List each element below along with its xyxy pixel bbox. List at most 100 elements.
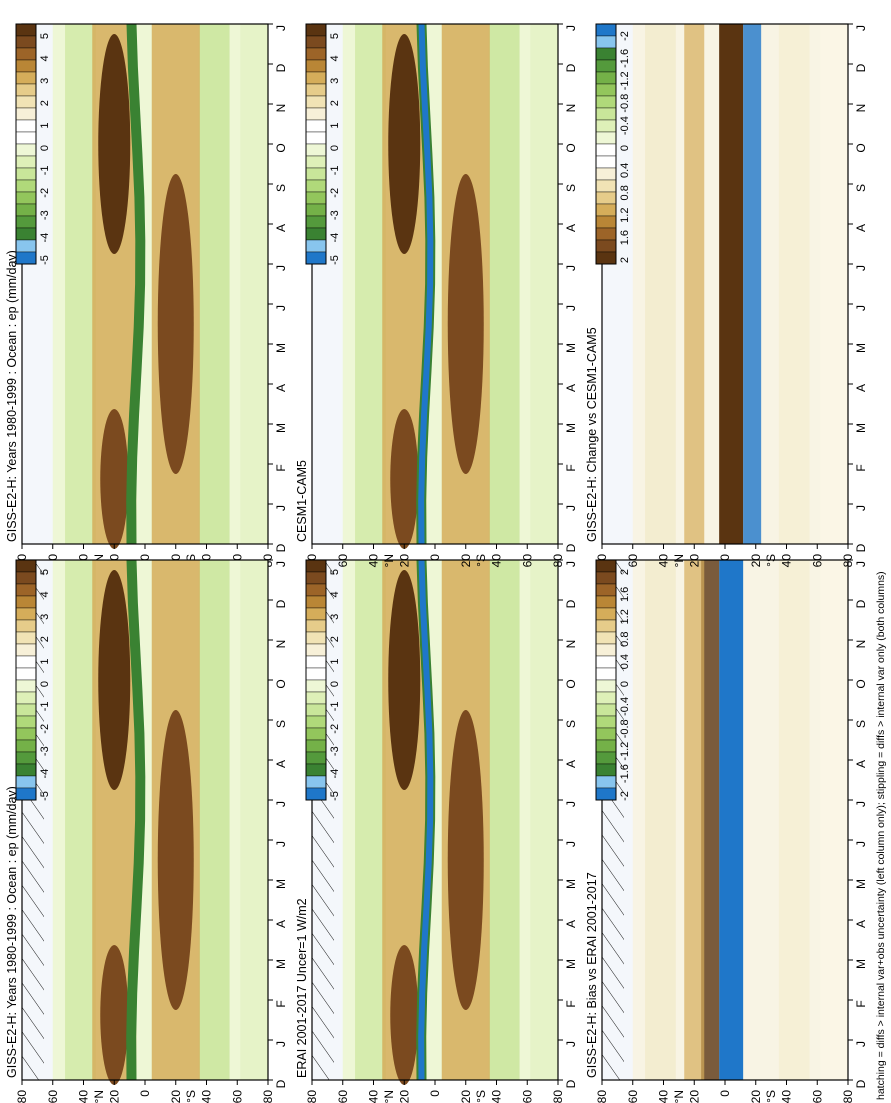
month-label: J (854, 1041, 868, 1047)
midlat-band-north (355, 560, 386, 1080)
colorbar-label: -3 (329, 746, 341, 756)
midlat-band-north (645, 560, 676, 1080)
colorbar-swatch (305, 703, 327, 717)
colorbar-label: 5 (329, 569, 341, 575)
colorbar-swatch (15, 631, 37, 645)
month-label: J (854, 561, 868, 567)
colorbar-swatch (595, 583, 617, 597)
colorbar-label: 4 (329, 591, 341, 597)
colorbar-swatch (595, 191, 617, 205)
midlat-band-south (488, 560, 520, 1080)
month-label: O (854, 143, 868, 152)
lat-label: 40 (367, 1090, 381, 1103)
colorbar-swatch (305, 631, 327, 645)
colorbar-swatch (595, 763, 617, 777)
colorbar-swatch (305, 95, 327, 109)
colorbar-label: -0.8 (619, 719, 631, 738)
month-label: S (564, 184, 578, 192)
colorbar-swatch (15, 583, 37, 597)
colorbar-label: 5 (39, 33, 51, 39)
colorbar-label: 4 (329, 55, 341, 61)
month-label: D (564, 63, 578, 72)
panel-6: DJFMAMJJASONDJ80604020020406080°N°SGISS-… (585, 23, 868, 568)
colorbar-frame (305, 23, 327, 265)
panel-title: ERAI 2001-2017 Uncer=1 W/m2 (295, 898, 309, 1078)
polar-band-south (820, 560, 848, 1080)
month-label: A (274, 384, 288, 392)
month-label: J (564, 841, 578, 847)
month-label: J (854, 265, 868, 271)
colorbar-label: 2 (619, 569, 631, 575)
colorbar-label: 5 (39, 569, 51, 575)
polar-band-south (240, 24, 268, 544)
colorbar-swatch (305, 71, 327, 85)
colorbar-swatch (595, 227, 617, 241)
month-label: A (564, 760, 578, 768)
colorbar-swatch (595, 559, 617, 573)
colorbar-swatch (595, 59, 617, 73)
colorbar-swatch (15, 667, 37, 681)
equatorial-diff-adjacent (743, 24, 762, 544)
colorbar-label: -3 (39, 210, 51, 220)
subtropical-core-north-dec (100, 945, 129, 1085)
colorbar-swatch (595, 607, 617, 621)
colorbar-label: 5 (329, 33, 341, 39)
colorbar-swatch (15, 215, 37, 229)
month-label: D (854, 1079, 868, 1088)
colorbar-swatch (15, 59, 37, 73)
colorbar-label: 0 (329, 681, 341, 687)
lat-label: 60 (626, 554, 640, 568)
colorbar-swatch (305, 47, 327, 61)
lat-label: 60 (230, 1090, 244, 1103)
colorbar-swatch (15, 239, 37, 253)
month-label: D (854, 599, 868, 608)
month-label: A (564, 920, 578, 928)
colorbar-swatch (305, 679, 327, 693)
equatorial-diff-core (719, 24, 744, 544)
colorbar-frame (15, 23, 37, 265)
subtropical-diff (684, 560, 705, 1080)
colorbar-1-0: 5 4 3 2 1 0 -1 -2 -3 -4 -5 (305, 559, 341, 801)
colorbar-swatch (15, 643, 37, 657)
panel-title: CESM1-CAM5 (295, 460, 309, 542)
colorbar-swatch (595, 703, 617, 717)
month-label: D (274, 63, 288, 72)
month-label: A (274, 920, 288, 928)
colorbar-label: -1 (39, 702, 51, 712)
colorbar-swatch (595, 787, 617, 801)
lat-label: 0 (428, 1090, 442, 1097)
equatorial-diff-adjacent (701, 560, 720, 1080)
month-label: A (274, 760, 288, 768)
colorbar-label: 3 (39, 614, 51, 620)
month-label: J (854, 801, 868, 807)
lat-label: 80 (305, 1090, 319, 1103)
colorbar-swatch (15, 595, 37, 609)
month-label: J (274, 265, 288, 271)
lat-hemi-south: °S (474, 554, 488, 567)
colorbar-swatch (305, 107, 327, 121)
colorbar-swatch (15, 715, 37, 729)
lat-label: 40 (77, 1090, 91, 1103)
lat-label: 40 (490, 1090, 504, 1103)
month-label: D (854, 63, 868, 72)
lat-label: 60 (520, 1090, 534, 1103)
month-label: J (274, 561, 288, 567)
month-label: M (564, 343, 578, 353)
colorbar-label: 0.4 (619, 654, 631, 669)
month-label: A (854, 384, 868, 392)
lat-label: 20 (169, 1090, 183, 1103)
colorbar-swatch (595, 667, 617, 681)
colorbar-swatch (305, 179, 327, 193)
month-label: D (854, 543, 868, 552)
colorbar-label: -4 (329, 769, 341, 779)
month-label: D (564, 1079, 578, 1088)
colorbar-swatch (595, 155, 617, 169)
panel-title: GISS-E2-H: Years 1980-1999 : Ocean : ep … (5, 786, 19, 1078)
lat-label: 40 (657, 554, 671, 568)
lat-label: 40 (657, 1090, 671, 1103)
panel-4: DJFMAMJJASONDJ80604020020406080°N°SCESM1… (295, 23, 578, 567)
midlat-band-south (198, 24, 230, 544)
month-label: M (854, 959, 868, 969)
colorbar-label: -1.2 (619, 71, 631, 90)
